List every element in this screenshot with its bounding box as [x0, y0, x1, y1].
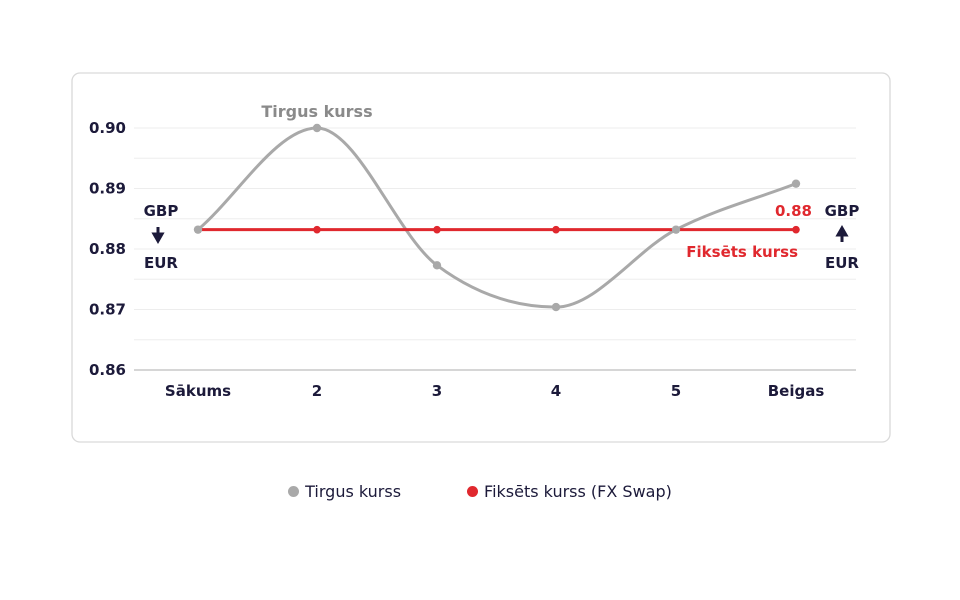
y-axis-ticks: 0.86 0.87 0.88 0.89 0.90	[89, 119, 126, 379]
chart-frame	[71, 72, 891, 443]
market-point	[551, 302, 561, 312]
chart-legend: Tirgus kurss Fiksēts kurss (FX Swap)	[0, 482, 960, 501]
market-points	[193, 123, 801, 312]
left-currency-from: GBP	[144, 202, 179, 220]
market-point	[312, 123, 322, 133]
x-tick-label: 2	[312, 382, 322, 400]
fixed-rate-value-label: 0.88	[775, 202, 812, 220]
market-point	[193, 225, 203, 234]
market-rate-annotation: Tirgus kurss	[261, 102, 372, 121]
fixed-rate-annotation: Fiksēts kurss	[686, 243, 798, 261]
legend-dot-icon	[288, 486, 300, 497]
y-tick-label: 0.90	[89, 119, 126, 137]
legend-label: Tirgus kurss	[305, 482, 402, 501]
legend-item-fixed: Fiksēts kurss (FX Swap)	[467, 482, 672, 501]
right-currency-pair: GBP EUR	[825, 202, 860, 272]
x-tick-label: Beigas	[768, 382, 825, 400]
arrow-down-icon	[151, 227, 165, 245]
market-point	[791, 179, 801, 188]
market-point	[671, 225, 681, 234]
market-point	[432, 261, 442, 270]
x-tick-label: 3	[432, 382, 442, 400]
y-tick-label: 0.86	[89, 361, 126, 379]
right-currency-to: EUR	[825, 254, 859, 272]
fixed-point	[792, 225, 800, 234]
y-tick-label: 0.87	[89, 301, 126, 319]
fixed-point	[433, 225, 441, 234]
arrow-up-icon	[835, 224, 849, 242]
legend-dot-icon	[467, 486, 479, 497]
right-currency-from: GBP	[825, 202, 860, 220]
gridlines	[134, 127, 856, 371]
y-tick-label: 0.88	[89, 240, 126, 258]
fixed-point	[552, 225, 560, 234]
x-axis-ticks: Sākums 2 3 4 5 Beigas	[165, 382, 824, 400]
x-tick-label: 5	[671, 382, 681, 400]
fixed-point	[313, 225, 321, 234]
legend-item-market: Tirgus kurss	[288, 482, 401, 501]
x-tick-label: Sākums	[165, 382, 231, 400]
left-currency-pair: GBP EUR	[144, 202, 179, 272]
y-tick-label: 0.89	[89, 180, 126, 198]
x-tick-label: 4	[551, 382, 561, 400]
left-currency-to: EUR	[144, 254, 178, 272]
legend-label: Fiksēts kurss (FX Swap)	[484, 482, 672, 501]
